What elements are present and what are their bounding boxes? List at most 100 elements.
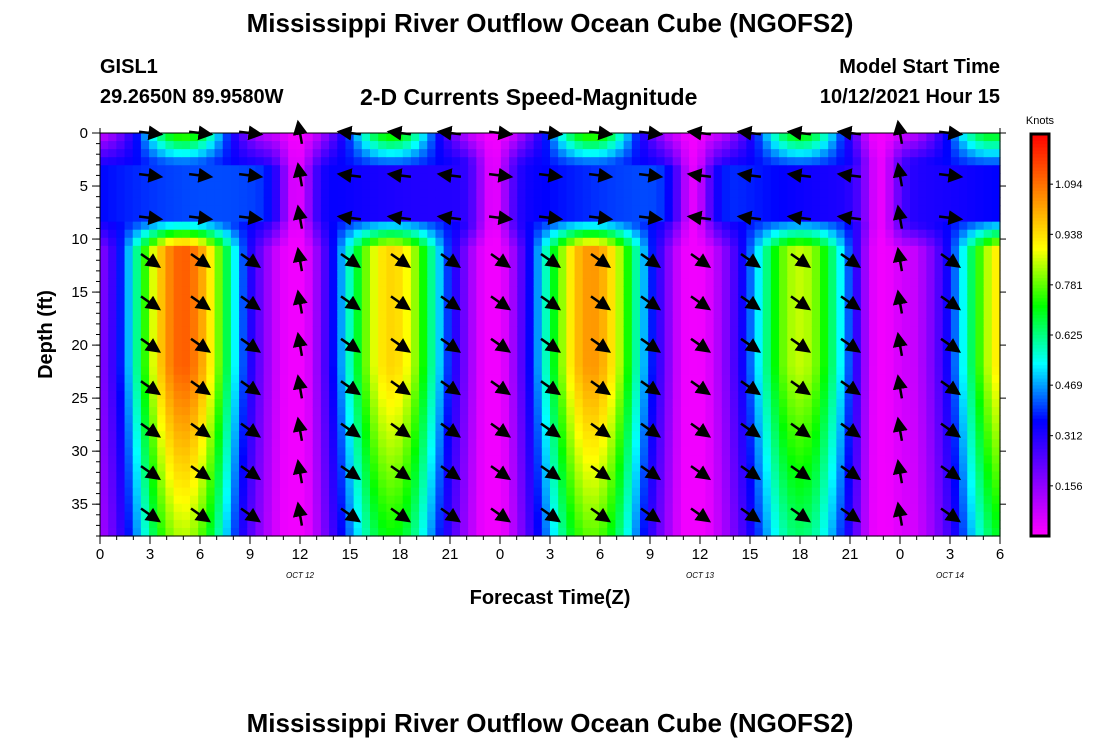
heatmap-cell	[181, 447, 191, 456]
heatmap-cell	[386, 495, 396, 505]
heatmap-cell	[320, 133, 330, 142]
heatmap-cell	[852, 173, 862, 182]
heatmap-cell	[770, 141, 780, 150]
heatmap-cell	[631, 165, 641, 174]
heatmap-cell	[820, 229, 829, 239]
heatmap-cell	[844, 149, 854, 158]
heatmap-cell	[190, 479, 199, 489]
heatmap-cell	[607, 157, 617, 166]
heatmap-cell	[476, 213, 486, 223]
heatmap-cell	[132, 133, 142, 142]
heatmap-cell	[394, 270, 404, 279]
heatmap-cell	[795, 310, 805, 319]
heatmap-cell	[427, 479, 437, 489]
heatmap-cell	[820, 133, 829, 142]
heatmap-cell	[214, 455, 224, 465]
heatmap-cell	[206, 189, 216, 199]
heatmap-cell	[705, 157, 715, 166]
heatmap-cell	[541, 270, 551, 279]
heatmap-cell	[770, 133, 780, 142]
heatmap-cell	[370, 350, 379, 360]
heatmap-cell	[550, 503, 559, 513]
heatmap-cell	[337, 439, 347, 448]
heatmap-cell	[770, 407, 780, 416]
heatmap-cell	[345, 141, 355, 150]
heatmap-cell	[885, 431, 895, 440]
heatmap-cell	[721, 237, 731, 247]
heatmap-cell	[901, 310, 911, 319]
heatmap-cell	[672, 407, 682, 416]
heatmap-cell	[320, 197, 330, 207]
heatmap-cell	[443, 245, 453, 255]
heatmap-cell	[648, 479, 657, 489]
heatmap-cell	[239, 358, 248, 368]
heatmap-cell	[108, 390, 117, 400]
heatmap-cell	[836, 527, 846, 537]
heatmap-cell	[230, 261, 240, 271]
heatmap-cell	[721, 495, 731, 505]
heatmap-cell	[697, 398, 707, 408]
heatmap-cell	[713, 415, 723, 424]
heatmap-cell	[230, 455, 240, 465]
heatmap-cell	[713, 471, 723, 481]
heatmap-cell	[689, 253, 698, 263]
heatmap-cell	[492, 487, 502, 497]
heatmap-cell	[500, 374, 510, 384]
heatmap-cell	[869, 398, 878, 408]
heatmap-cell	[689, 423, 698, 432]
heatmap-cell	[108, 326, 117, 336]
heatmap-cell	[476, 205, 486, 215]
heatmap-cell	[877, 487, 887, 497]
heatmap-cell	[762, 310, 772, 319]
heatmap-cell	[869, 181, 878, 191]
heatmap-cell	[640, 165, 649, 174]
heatmap-cell	[574, 157, 584, 166]
heatmap-cell	[132, 197, 142, 207]
heatmap-cell	[181, 398, 191, 408]
heatmap-cell	[509, 157, 518, 166]
heatmap-cell	[394, 245, 404, 255]
heatmap-cell	[296, 326, 306, 336]
heatmap-cell	[811, 294, 821, 303]
heatmap-cell	[697, 447, 707, 456]
heatmap-cell	[116, 302, 126, 311]
heatmap-cell	[410, 471, 420, 481]
heatmap-cell	[157, 455, 167, 465]
heatmap-cell	[140, 302, 150, 311]
heatmap-cell	[680, 213, 690, 223]
heatmap-cell	[402, 294, 412, 303]
heatmap-cell	[599, 455, 608, 465]
heatmap-cell	[525, 431, 535, 440]
heatmap-cell	[239, 519, 248, 529]
heatmap-cell	[803, 286, 813, 295]
heatmap-cell	[664, 527, 674, 537]
heatmap-cell	[165, 471, 175, 481]
heatmap-cell	[435, 398, 445, 408]
heatmap-cell	[132, 511, 142, 521]
heatmap-cell	[517, 447, 527, 456]
heatmap-cell	[566, 519, 576, 529]
heatmap-cell	[419, 358, 428, 368]
heatmap-cell	[910, 270, 919, 279]
heatmap-cell	[247, 487, 257, 497]
heatmap-cell	[108, 310, 117, 319]
heatmap-cell	[689, 157, 698, 166]
heatmap-cell	[386, 423, 396, 432]
heatmap-cell	[492, 374, 502, 384]
heatmap-cell	[721, 245, 731, 255]
heatmap-cell	[108, 463, 117, 473]
heatmap-cell	[157, 261, 167, 271]
heatmap-cell	[705, 487, 715, 497]
heatmap-cell	[746, 237, 756, 247]
heatmap-cell	[672, 447, 682, 456]
heatmap-cell	[615, 447, 625, 456]
heatmap-cell	[239, 471, 248, 481]
heatmap-cell	[566, 479, 576, 489]
heatmap-cell	[860, 237, 870, 247]
heatmap-cell	[631, 495, 641, 505]
heatmap-cell	[550, 157, 559, 166]
heatmap-cell	[451, 423, 461, 432]
heatmap-cell	[623, 310, 633, 319]
heatmap-cell	[165, 133, 175, 142]
heatmap-cell	[877, 213, 887, 223]
